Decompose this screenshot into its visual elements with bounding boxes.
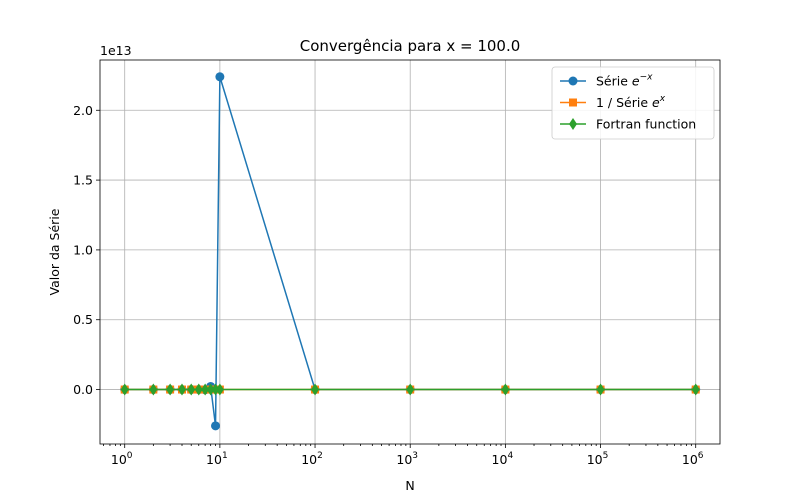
x-tick-label: 104 (492, 451, 514, 467)
diamond-marker (406, 383, 415, 396)
diamond-marker (206, 383, 215, 396)
diamond-marker (569, 118, 577, 130)
legend-entry: Fortran function (560, 117, 696, 132)
y-tick-label: 2.0 (73, 103, 93, 118)
series-3 (120, 383, 700, 396)
diamond-marker (201, 383, 210, 396)
diamond-marker (211, 383, 220, 396)
legend-entry: 1 / Série ex (560, 94, 666, 110)
circle-marker (215, 72, 225, 82)
diamond-marker (178, 383, 187, 396)
legend-label: 1 / Série ex (596, 94, 666, 110)
diamond-marker (691, 383, 700, 396)
circle-marker (211, 421, 221, 431)
x-tick-label: 106 (682, 451, 704, 467)
diamond-marker (215, 383, 224, 396)
y-tick-label: 0.0 (73, 382, 93, 397)
diamond-marker (187, 383, 196, 396)
diamond-marker (120, 383, 129, 396)
square-marker (569, 98, 577, 107)
plot-series (120, 72, 701, 431)
legend: Série e−x 1 / Série ex Fortran function (551, 66, 715, 140)
legend-entry: Série e−x (560, 73, 653, 89)
x-tick-label: 103 (396, 451, 418, 467)
diamond-marker (149, 383, 158, 396)
chart-title: Convergência para x = 100.0 (300, 37, 521, 55)
x-tick-label: 101 (206, 451, 228, 467)
y-tick-label: 0.5 (73, 312, 93, 327)
axis-ticks: 100 101 102 103 104 105 106 0.0 0.5 1.0 1.5 2.0 (73, 103, 704, 467)
y-axis-label: Valor da Série (47, 208, 62, 295)
y-tick-label: 1.5 (73, 173, 93, 188)
circle-marker (568, 76, 578, 86)
x-tick-label: 102 (301, 451, 323, 467)
legend-label: Fortran function (596, 117, 696, 132)
diamond-marker (194, 383, 203, 396)
x-tick-label: 100 (111, 451, 133, 467)
x-tick-label: 105 (587, 451, 609, 467)
diamond-marker (311, 383, 320, 396)
legend-label: Série e−x (596, 73, 653, 89)
diamond-marker (596, 383, 605, 396)
y-offset-text: 1e13 (100, 43, 132, 58)
y-tick-label: 1.0 (73, 242, 93, 257)
diamond-marker (166, 383, 175, 396)
x-axis-label: N (405, 478, 414, 493)
legend-box (551, 66, 715, 140)
diamond-marker (501, 383, 510, 396)
